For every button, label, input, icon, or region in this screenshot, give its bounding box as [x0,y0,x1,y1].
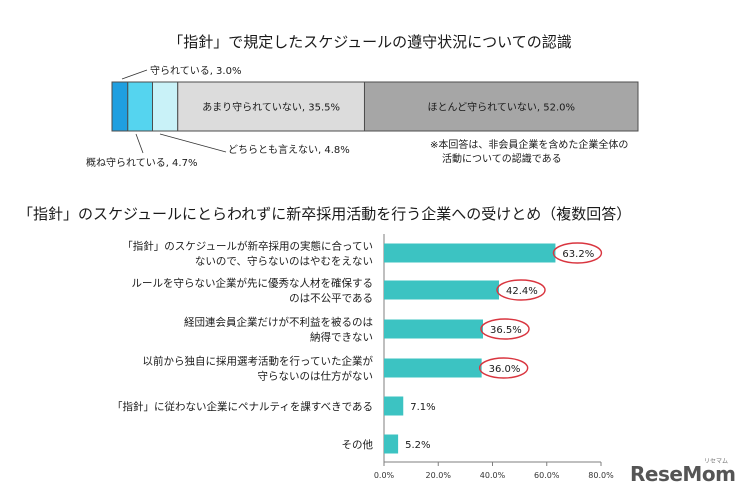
chart1-note-line-1: ※本回答は、非会員企業を含めた企業全体の [430,140,629,151]
stacked-label-5: ほとんど守られていない, 52.0% [427,101,575,114]
category-label-5-line-1: 「指針」に従わない企業にペナルティを課すべきである [112,400,373,413]
bar-6 [384,434,399,454]
x-tick-label-5: 80.0% [588,471,614,480]
highlight-circle-4 [478,357,529,379]
highlight-circle-3 [480,318,530,340]
x-tick-label-1: 0.0% [374,471,395,480]
chart1-note: ※本回答は、非会員企業を含めた企業全体の 活動についての認識である [430,139,628,167]
stacked-label-2: 概ね守られている, 4.7% [86,156,197,169]
bar-2 [384,280,500,300]
chart2-title: 「指針」のスケジュールにとらわれずに新卒採用活動を行う企業への受けとめ（複数回答… [18,205,632,223]
bar-3 [384,319,484,339]
stacked-label-4: あまり守られていない, 35.5% [202,101,340,114]
category-label-1-line-2: ないので、守らないのはやむをえない [195,255,373,268]
stacked-segment-1 [111,81,129,132]
category-label-2-line-2: のは不公平である [289,293,373,305]
resemom-logo: ReseMom リセマム [630,458,736,486]
highlight-circle-1 [552,242,603,264]
x-tick-label-4: 60.0% [534,471,560,480]
category-label-4-line-2: 守らないのは仕方がない [258,370,374,383]
category-label-6-line-1: その他 [342,438,374,451]
value-label-3: 36.5% [490,325,522,336]
value-label-4: 36.0% [489,364,521,375]
highlight-circle-2 [496,279,546,301]
bar-5 [384,396,404,416]
bar-4 [384,358,482,378]
bar-1 [384,243,556,263]
category-label-3-line-2: 納得できない [310,331,373,344]
stacked-segment-3 [152,81,179,132]
resemom-logo-kana: リセマム [704,458,729,465]
stacked-callout-line-3 [159,133,227,153]
stacked-label-3: どちらとも言えない, 4.8% [228,143,350,156]
stacked-callout-line-2 [135,133,144,154]
x-tick-label-3: 40.0% [480,471,506,480]
value-label-5: 7.1% [410,402,435,413]
category-label-4-line-1: 以前から独自に採用選考活動を行っていた企業が [143,355,374,368]
category-label-3-line-1: 経団連会員企業だけが不利益を被るのは [184,316,373,329]
value-label-2: 42.4% [506,286,538,297]
stacked-segment-2 [127,81,154,132]
category-label-2-line-1: ルールを守らない企業が先に優秀な人材を確保する [132,277,374,290]
stacked-segment-5 [363,81,639,132]
x-tick-label-2: 20.0% [426,471,452,480]
resemom-logo-text: ReseMom [630,462,736,486]
value-label-1: 63.2% [562,249,594,260]
stacked-callout-line-1 [121,69,148,80]
chart1-title: 「指針」で規定したスケジュールの遵守状況についての認識 [168,33,572,51]
category-label-1-line-1: 「指針」のスケジュールが新卒採用の実態に合ってい [122,240,373,253]
stacked-label-1: 守られている, 3.0% [150,64,241,77]
value-label-6: 5.2% [405,440,430,451]
chart1-note-line-2: 活動についての認識である [442,154,562,165]
